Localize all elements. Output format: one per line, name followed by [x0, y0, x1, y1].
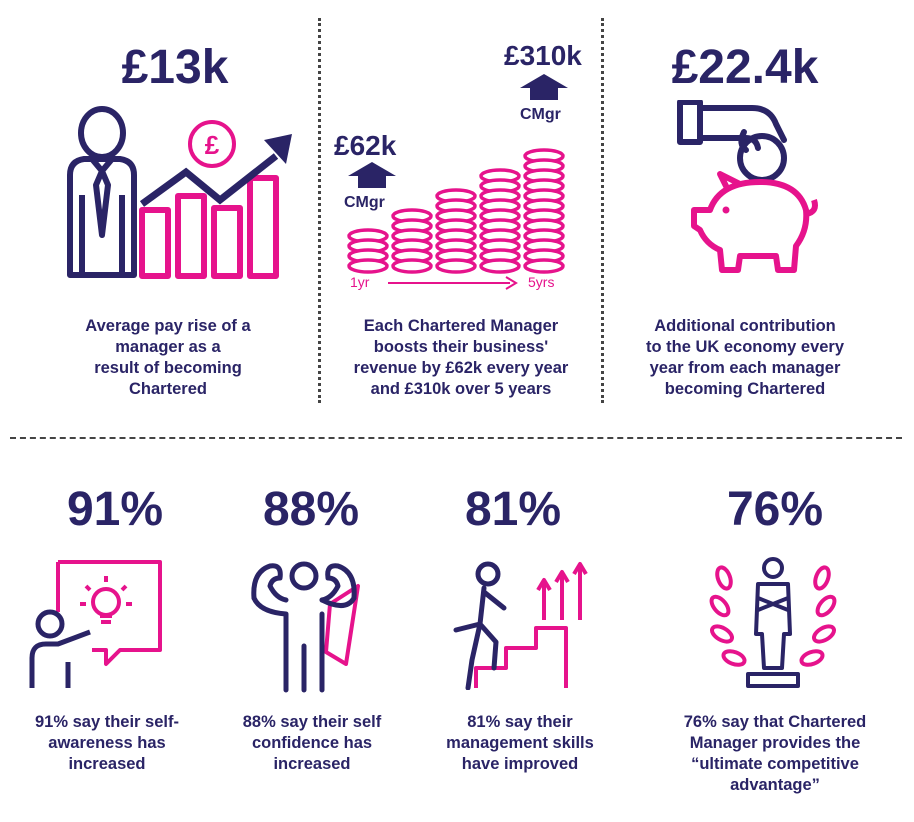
revenue-caption: Each Chartered Manager boosts their busi…	[336, 316, 586, 400]
pay-rise-figure: £13k	[121, 41, 229, 94]
caption-line: confidence has	[251, 734, 373, 752]
caption-line: to the UK economy every	[645, 338, 845, 356]
caption-line: Chartered	[129, 380, 207, 398]
coin	[347, 258, 389, 274]
caption-line: Additional contribution	[654, 317, 836, 335]
caption-line: 91% say their self-	[35, 713, 179, 731]
stat-91-figure: 91%	[66, 483, 164, 536]
stat-91-caption: 91% say their self- awareness has increa…	[12, 712, 202, 775]
piggy-bank-icon	[691, 171, 818, 273]
end-label: 5yrs	[528, 274, 555, 290]
pound-coin-icon: £	[188, 120, 236, 168]
left-tag: CMgr	[344, 194, 385, 211]
caption-line: 76% say that Chartered	[683, 713, 867, 731]
caption-line: have improved	[461, 755, 579, 773]
lightbulb-idea-icon	[29, 560, 162, 688]
timeline-arrow	[388, 276, 518, 290]
coin-stack-icon	[347, 148, 565, 274]
caption-line: Average pay rise of a	[85, 317, 251, 335]
caption-line: boosts their business'	[373, 338, 549, 356]
coin	[435, 258, 477, 274]
stat-76-caption: 76% say that Chartered Manager provides …	[660, 712, 890, 796]
caption-line: awareness has	[48, 734, 166, 752]
caption-line: 88% say their self	[242, 713, 382, 731]
economy-caption: Additional contribution to the UK econom…	[630, 316, 860, 400]
pay-rise-caption: Average pay rise of a manager as a resul…	[58, 316, 278, 400]
strong-person-icon	[251, 561, 360, 693]
up-arrow-icon	[520, 74, 568, 100]
column-divider-2	[601, 18, 604, 403]
start-label: 1yr	[350, 274, 370, 290]
caption-line: management skills	[446, 734, 594, 752]
revenue-graphic: £62k CMgr £310k CMgr 1yr 5yrs	[330, 30, 595, 300]
column-divider-1	[318, 18, 321, 403]
coin	[523, 258, 565, 274]
caption-line: “ultimate competitive	[691, 755, 859, 773]
right-value: £310k	[504, 40, 582, 71]
growth-chart-icon	[139, 134, 292, 279]
caption-line: becoming Chartered	[664, 380, 826, 398]
section-divider	[10, 437, 902, 439]
economy-figure: £22.4k	[671, 41, 819, 94]
coin	[391, 258, 433, 274]
caption-line: and £310k over 5 years	[370, 380, 552, 398]
stat-81-caption: 81% say their management skills have imp…	[420, 712, 620, 775]
stat-76-figure: 76%	[726, 483, 824, 536]
caption-line: increased	[273, 755, 351, 773]
caption-line: 81% say their	[467, 713, 573, 731]
caption-line: year from each manager	[649, 359, 841, 377]
climbing-stairs-icon	[453, 561, 588, 690]
manager-icon	[67, 106, 137, 278]
caption-line: increased	[68, 755, 146, 773]
stat-81-figure: 81%	[464, 483, 562, 536]
left-value: £62k	[334, 130, 397, 161]
right-tag: CMgr	[520, 106, 561, 123]
stat-88-caption: 88% say their self confidence has increa…	[212, 712, 412, 775]
svg-text:£: £	[205, 130, 220, 160]
coin	[479, 258, 521, 274]
caption-line: manager as a	[115, 338, 221, 356]
caption-line: advantage”	[730, 776, 820, 794]
caption-line: Each Chartered Manager	[363, 317, 559, 335]
laurel-winner-icon	[709, 557, 837, 688]
caption-line: revenue by £62k every year	[353, 359, 569, 377]
up-arrow-icon	[348, 162, 396, 188]
caption-line: result of becoming	[94, 359, 242, 377]
caption-line: Manager provides the	[689, 734, 861, 752]
stat-88-figure: 88%	[262, 483, 360, 536]
